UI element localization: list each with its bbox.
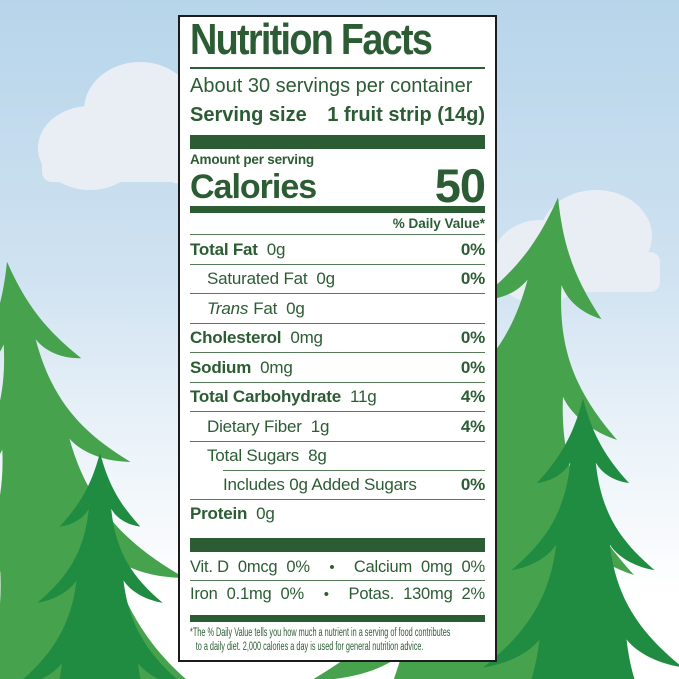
footnote-block: *The % Daily Value tells you how much a …	[190, 627, 485, 654]
nutrient-name-italic: Trans	[207, 298, 249, 318]
nutrient-daily-value: 4%	[460, 387, 485, 406]
inset-rule	[223, 470, 485, 471]
divider-bar-thick-bottom	[190, 538, 485, 552]
micronutrient-row-1: Vit. D 0mcg 0% • Calcium 0mg 0%	[190, 552, 485, 580]
row-saturated-fat: Saturated Fat 0g 0%	[190, 263, 485, 294]
nutrient-daily-value: 4%	[460, 416, 485, 436]
row-dietary-fiber: Dietary Fiber 1g 4%	[190, 411, 485, 441]
nutrient-name: Total Carbohydrate	[190, 387, 341, 406]
divider-bar-thick-top	[190, 135, 485, 149]
nutrient-name: Fat	[253, 298, 278, 318]
title-block: Nutrition Facts	[190, 15, 485, 69]
nutrient-name: Total Sugars	[207, 446, 300, 465]
nutrient-name: Protein	[190, 504, 248, 523]
iron-cell: Iron 0.1mg 0%	[190, 586, 304, 603]
nutrient-name: Total Fat	[190, 239, 258, 259]
row-cholesterol: Cholesterol 0mg 0%	[190, 322, 485, 353]
nutrient-name: Saturated Fat	[207, 269, 308, 288]
nutrient-name: Iron	[190, 585, 218, 603]
nutrient-name: Sodium	[190, 357, 252, 377]
nutrient-amount: 8g	[308, 446, 327, 465]
serving-size-value: 1 fruit strip (14g)	[327, 104, 485, 126]
row-added-sugars: Includes 0g Added Sugars 0%	[190, 470, 485, 499]
calories-row: Calories 50	[190, 159, 486, 212]
micronutrient-row-2: Iron 0.1mg 0% • Potas. 130mg 2%	[190, 580, 485, 607]
nutrient-name: Potas.	[348, 585, 395, 603]
serving-size-label: Serving size	[190, 104, 307, 126]
nutrition-facts-title: Nutrition Facts	[190, 15, 433, 64]
calories-label: Calories	[190, 168, 317, 206]
nutrient-amount: 0g	[286, 298, 305, 318]
nutrient-name: Includes 0g Added Sugars	[223, 474, 417, 494]
nutrient-name: Vit. D	[190, 558, 229, 576]
footnote-line-2: to a daily diet. 2,000 calories a day is…	[195, 640, 424, 653]
row-total-carbohydrate: Total Carbohydrate 11g 4%	[190, 381, 485, 412]
nutrient-daily-value: 0%	[460, 357, 485, 377]
nutrient-name: Calcium	[353, 558, 413, 576]
nutrient-amount: 0mg	[290, 328, 323, 347]
potassium-cell: Potas. 130mg 2%	[348, 585, 486, 603]
calcium-cell: Calcium 0mg 0%	[354, 559, 485, 576]
nutrient-daily-value: 0%	[461, 558, 486, 576]
nutrient-daily-value: 2%	[461, 585, 486, 603]
nutrient-amount: 0mg	[260, 357, 293, 377]
nutrition-facts-panel: Nutrition Facts About 30 servings per co…	[178, 15, 497, 662]
nutrient-amount: 0mcg	[237, 558, 278, 576]
calories-value: 50	[434, 159, 486, 212]
nutrient-amount: 0g	[266, 239, 286, 259]
nutrient-amount: 1g	[310, 416, 330, 436]
nutrient-daily-value: 0%	[286, 558, 310, 576]
nutrient-name: Cholesterol	[190, 328, 282, 347]
nutrient-daily-value: 0%	[460, 474, 485, 494]
nutrient-amount: 11g	[350, 387, 377, 406]
row-sodium: Sodium 0mg 0%	[190, 352, 485, 382]
serving-size-row: Serving size 1 fruit strip (14g)	[190, 100, 485, 130]
nutrient-daily-value: 0%	[460, 328, 485, 347]
footnote: *The % Daily Value tells you how much a …	[190, 627, 488, 654]
nutrient-amount: 0g	[316, 269, 335, 288]
row-protein: Protein 0g	[190, 498, 485, 529]
nutrient-daily-value: 0%	[280, 585, 305, 603]
servings-per-container: About 30 servings per container	[190, 75, 473, 97]
daily-value-header: % Daily Value*	[392, 216, 485, 231]
nutrient-amount: 0mg	[421, 558, 453, 576]
vitamin-d-cell: Vit. D 0mcg 0%	[190, 559, 310, 576]
bullet-separator: •	[329, 559, 335, 576]
nutrient-amount: 130mg	[403, 585, 453, 603]
amount-per-serving-label: Amount per serving	[190, 152, 314, 167]
nutrient-daily-value: 0%	[460, 269, 485, 288]
row-trans-fat: Trans Fat 0g	[190, 293, 485, 323]
divider-bar-medium-calories	[190, 206, 485, 213]
nutrient-daily-value: 0%	[460, 239, 485, 259]
nutrient-name: Dietary Fiber	[207, 416, 302, 436]
nutrient-amount: 0.1mg	[226, 585, 272, 603]
divider-bar-medium-footnote	[190, 615, 485, 622]
row-total-fat: Total Fat 0g 0%	[190, 234, 485, 264]
footnote-line-1: *The % Daily Value tells you how much a …	[190, 627, 451, 639]
bullet-separator: •	[323, 586, 329, 603]
nutrient-amount: 0g	[256, 504, 275, 523]
row-total-sugars: Total Sugars 8g	[190, 440, 485, 471]
